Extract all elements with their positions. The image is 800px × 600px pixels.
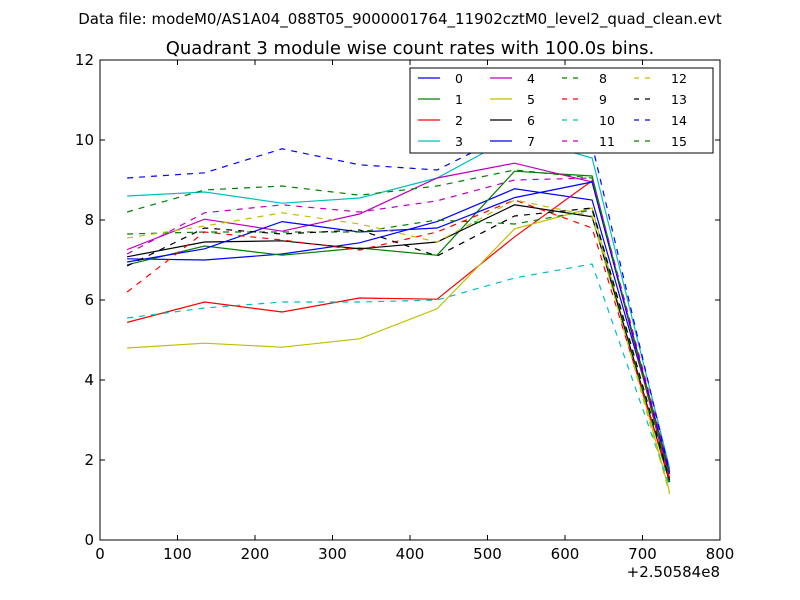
figure-suptitle: Data file: modeM0/AS1A04_088T05_90000017…	[78, 10, 722, 29]
y-tick-label: 2	[84, 451, 94, 469]
legend-label-7: 7	[527, 134, 535, 149]
legend-label-2: 2	[455, 113, 463, 128]
y-tick-label: 10	[75, 131, 94, 149]
x-offset-label: +2.50584e8	[627, 563, 720, 581]
legend-label-13: 13	[671, 92, 687, 107]
series-line-5	[127, 207, 671, 493]
series-line-6	[126, 204, 671, 483]
series-line-1	[126, 170, 671, 483]
series-line-14	[127, 130, 671, 473]
y-tick-label: 0	[84, 531, 94, 549]
chart-title: Quadrant 3 module wise count rates with …	[166, 38, 655, 59]
series-layer	[126, 130, 671, 495]
series-line-0	[127, 188, 671, 471]
legend-label-4: 4	[527, 71, 535, 86]
y-tick-label: 12	[75, 51, 94, 69]
legend-label-15: 15	[671, 134, 687, 149]
legend-label-8: 8	[599, 71, 607, 86]
series-line-3	[127, 135, 671, 469]
x-tick-label: 300	[318, 545, 347, 563]
legend-label-5: 5	[527, 92, 535, 107]
series-line-12	[127, 199, 671, 495]
x-tick-label: 100	[163, 545, 192, 563]
y-tick-label: 8	[84, 211, 94, 229]
series-line-15	[126, 169, 671, 477]
y-tick-label: 6	[84, 291, 94, 309]
series-line-2	[126, 179, 671, 479]
legend-label-6: 6	[527, 113, 535, 128]
legend-label-0: 0	[455, 71, 463, 86]
legend-label-12: 12	[671, 71, 687, 86]
series-line-13	[126, 207, 671, 481]
legend-label-11: 11	[599, 134, 615, 149]
x-tick-label: 500	[473, 545, 502, 563]
x-tick-label: 600	[551, 545, 580, 563]
series-line-9	[126, 199, 671, 481]
legend-frame	[409, 67, 714, 154]
series-line-10	[127, 263, 671, 487]
x-tick-label: 200	[241, 545, 270, 563]
legend-label-3: 3	[455, 134, 463, 149]
series-line-11	[126, 177, 671, 471]
legend-label-1: 1	[455, 92, 463, 107]
legend-label-14: 14	[671, 113, 687, 128]
x-tick-label: 700	[628, 545, 657, 563]
x-tick-label: 0	[95, 545, 105, 563]
series-line-4	[126, 162, 671, 473]
y-tick-label: 4	[84, 371, 94, 389]
x-tick-label: 800	[706, 545, 735, 563]
legend-label-9: 9	[599, 92, 607, 107]
series-line-7	[126, 181, 671, 475]
legend-label-10: 10	[599, 113, 615, 128]
x-tick-label: 400	[396, 545, 425, 563]
